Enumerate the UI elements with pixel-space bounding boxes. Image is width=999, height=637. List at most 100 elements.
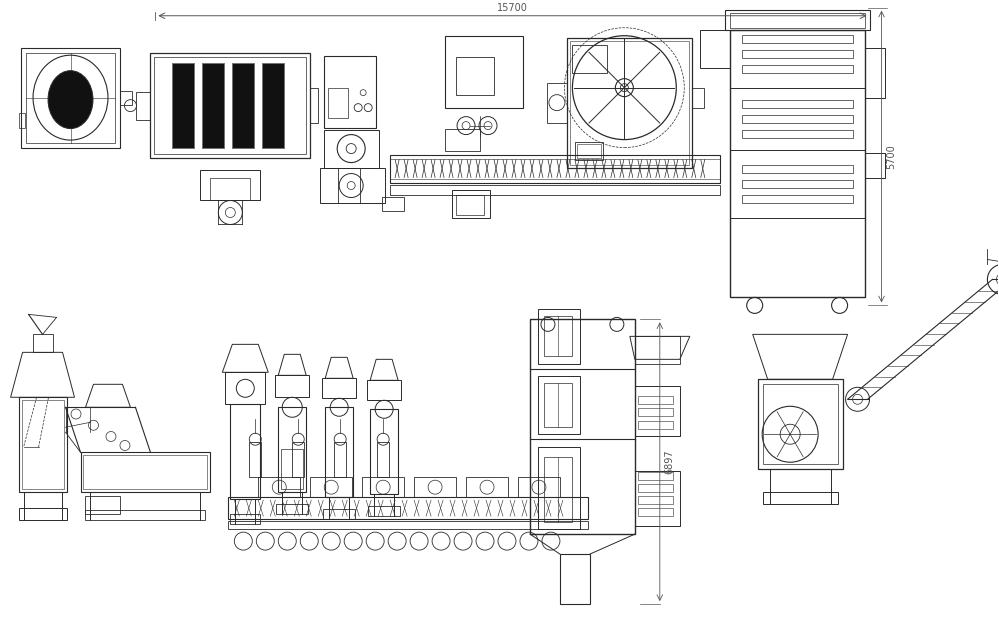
- Bar: [19, 397, 67, 492]
- Bar: [324, 509, 356, 519]
- Bar: [19, 508, 67, 520]
- Bar: [569, 41, 688, 164]
- Bar: [259, 477, 301, 497]
- Bar: [634, 386, 679, 436]
- Bar: [634, 471, 679, 526]
- Bar: [517, 477, 559, 497]
- Bar: [415, 477, 457, 497]
- Bar: [637, 508, 672, 516]
- Bar: [323, 378, 357, 398]
- Bar: [311, 88, 319, 122]
- Bar: [446, 129, 481, 150]
- Bar: [637, 408, 672, 416]
- Bar: [391, 185, 719, 194]
- Bar: [151, 53, 311, 157]
- Bar: [326, 407, 354, 497]
- Bar: [173, 62, 195, 148]
- Bar: [571, 45, 606, 73]
- Ellipse shape: [48, 71, 93, 129]
- Bar: [543, 317, 571, 356]
- Bar: [363, 477, 405, 497]
- Bar: [325, 129, 380, 168]
- Bar: [637, 396, 672, 404]
- Bar: [335, 442, 347, 477]
- Bar: [231, 404, 261, 499]
- Bar: [368, 380, 402, 400]
- Bar: [276, 375, 310, 397]
- Bar: [229, 521, 587, 529]
- Bar: [293, 442, 305, 477]
- Bar: [325, 55, 377, 127]
- Bar: [311, 477, 353, 497]
- Bar: [203, 62, 225, 148]
- Bar: [637, 421, 672, 429]
- Text: 5700: 5700: [886, 144, 896, 169]
- Bar: [576, 143, 600, 157]
- Bar: [121, 90, 133, 104]
- Bar: [229, 497, 587, 519]
- Bar: [231, 514, 261, 524]
- Bar: [757, 379, 842, 469]
- Bar: [741, 50, 852, 58]
- Bar: [378, 442, 390, 477]
- Bar: [724, 10, 869, 30]
- Bar: [263, 62, 285, 148]
- Bar: [741, 115, 852, 122]
- Bar: [371, 409, 399, 494]
- Bar: [467, 477, 507, 497]
- Bar: [201, 169, 261, 199]
- Bar: [233, 62, 255, 148]
- Bar: [634, 336, 679, 364]
- Bar: [741, 65, 852, 73]
- Bar: [453, 190, 491, 217]
- Bar: [762, 492, 837, 504]
- Bar: [864, 153, 884, 178]
- Bar: [279, 407, 307, 492]
- Bar: [529, 319, 634, 534]
- Bar: [263, 62, 285, 148]
- Bar: [637, 484, 672, 492]
- Bar: [137, 92, 151, 120]
- Bar: [457, 57, 495, 95]
- Bar: [321, 168, 386, 203]
- Bar: [729, 13, 864, 28]
- Bar: [537, 376, 579, 434]
- Bar: [446, 36, 522, 108]
- Bar: [211, 178, 251, 199]
- Text: 6897: 6897: [664, 449, 674, 474]
- Bar: [250, 442, 262, 477]
- Bar: [277, 504, 309, 514]
- Bar: [543, 383, 571, 427]
- Bar: [369, 506, 401, 516]
- Bar: [26, 53, 116, 143]
- Bar: [155, 57, 307, 154]
- Bar: [33, 334, 53, 352]
- Bar: [741, 180, 852, 187]
- Bar: [691, 88, 703, 108]
- Bar: [391, 155, 719, 183]
- Bar: [741, 129, 852, 138]
- Bar: [637, 496, 672, 504]
- Bar: [19, 113, 25, 127]
- Text: 15700: 15700: [498, 3, 527, 13]
- Bar: [559, 554, 589, 604]
- Bar: [637, 472, 672, 480]
- Bar: [22, 400, 64, 489]
- Bar: [21, 48, 121, 148]
- Bar: [383, 197, 405, 210]
- Bar: [543, 457, 571, 522]
- Bar: [537, 447, 579, 529]
- Bar: [233, 62, 255, 148]
- Bar: [537, 310, 579, 364]
- Bar: [729, 30, 864, 297]
- Bar: [226, 372, 266, 404]
- Bar: [282, 449, 304, 489]
- Bar: [741, 164, 852, 173]
- Bar: [203, 62, 225, 148]
- Bar: [173, 62, 195, 148]
- Bar: [86, 510, 206, 520]
- Bar: [574, 141, 602, 160]
- Bar: [81, 452, 211, 492]
- Bar: [741, 35, 852, 43]
- Bar: [86, 496, 121, 514]
